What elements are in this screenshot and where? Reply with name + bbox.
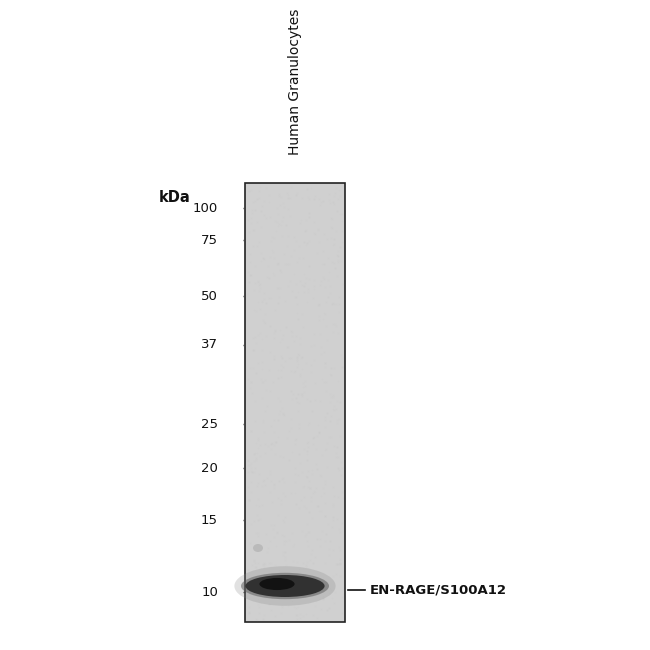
Ellipse shape: [246, 575, 324, 597]
Text: 100: 100: [193, 202, 218, 214]
Text: Human Granulocytes: Human Granulocytes: [288, 8, 302, 155]
Ellipse shape: [241, 573, 329, 599]
Text: 20: 20: [201, 462, 218, 474]
Ellipse shape: [235, 566, 335, 606]
Text: 15: 15: [201, 514, 218, 526]
Text: 25: 25: [201, 417, 218, 430]
Bar: [245, 183, 345, 622]
Ellipse shape: [253, 544, 263, 552]
Text: EN-RAGE/S100A12: EN-RAGE/S100A12: [370, 584, 507, 597]
Text: kDa: kDa: [159, 190, 191, 205]
Text: 75: 75: [201, 233, 218, 246]
Text: 37: 37: [201, 339, 218, 352]
Ellipse shape: [259, 578, 294, 590]
Text: 10: 10: [201, 586, 218, 599]
Text: 50: 50: [201, 289, 218, 302]
